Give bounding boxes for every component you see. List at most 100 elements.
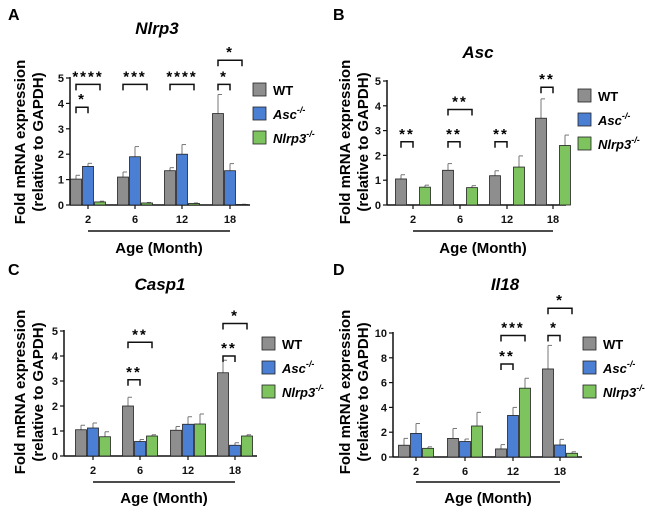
legend-superscript: -/-	[627, 359, 636, 369]
bar-wt-12	[170, 429, 182, 457]
significance-label: *	[231, 308, 239, 325]
x-tick-label: 18	[229, 465, 241, 477]
significance-label: *	[78, 91, 86, 108]
x-tick-label: 18	[224, 214, 236, 226]
legend-label: WT	[273, 83, 293, 98]
legend-superscript: -/-	[315, 383, 324, 393]
bar-nlrp3-2	[99, 436, 111, 457]
y-tick-label: 8	[381, 353, 387, 365]
legend-name: Nlrp3	[273, 131, 307, 146]
bar-nlrp3-18	[241, 435, 253, 457]
bar-nlrp3-6	[471, 425, 483, 458]
y-tick-label: 1	[52, 426, 58, 438]
bar-asc-6	[459, 441, 471, 458]
legend-superscript: -/-	[297, 105, 306, 115]
significance-bracket	[547, 334, 561, 342]
significance-label: ***	[123, 68, 147, 85]
bar-asc-2	[82, 165, 94, 206]
legend-superscript: -/-	[636, 383, 645, 393]
significance-bracket	[75, 83, 101, 91]
legend-name: Nlrp3	[282, 385, 316, 400]
y-tick-label: 2	[58, 149, 64, 161]
panel-d: D Il18 Fold mRNA expression (relative to GA…	[333, 262, 645, 507]
legend-name: Asc	[597, 113, 623, 128]
legend-swatch	[582, 336, 597, 351]
significance-bracket	[447, 108, 473, 116]
legend-swatch	[577, 112, 592, 127]
legend-swatch	[577, 136, 592, 151]
bar-asc-2	[87, 427, 99, 457]
bar-asc-2	[410, 433, 422, 458]
y-axis-label: (relative to GAPDH)	[355, 72, 372, 211]
significance-bracket	[169, 83, 195, 91]
significance-label: **	[539, 71, 555, 88]
legend-swatch	[261, 384, 276, 399]
bar-nlrp3-12	[188, 203, 200, 206]
bar-wt-6	[117, 176, 129, 206]
panel-c: C Casp1 Fold mRNA expression (relative to G…	[8, 262, 324, 507]
bar-asc-12	[176, 153, 188, 206]
legend-swatch	[261, 360, 276, 375]
significance-bracket	[540, 86, 554, 94]
legend-swatch	[582, 360, 597, 375]
significance-bracket	[217, 59, 243, 67]
chart-title: Casp1	[134, 275, 185, 294]
bar-wt-2	[398, 444, 410, 458]
bar-asc-6	[134, 441, 146, 457]
chart-title: Il18	[491, 275, 520, 294]
significance-bracket	[500, 334, 526, 342]
legend-item-wt: WT	[261, 336, 302, 352]
panel-b: B Asc Fold mRNA expression (relative to GAP…	[333, 7, 640, 257]
legend-label: Nlrp3-/-	[273, 129, 315, 146]
chart-title: Nlrp3	[135, 19, 179, 38]
bar-asc-18	[554, 444, 566, 458]
legend-item-nlrp3: Nlrp3-/-	[577, 135, 640, 152]
significance-label: **	[399, 126, 415, 143]
bar-nlrp3-18	[559, 145, 571, 206]
y-tick-label: 1	[58, 175, 64, 187]
bar-wt-6	[442, 169, 454, 206]
y-tick-label: 5	[58, 73, 64, 85]
chart-title: Asc	[461, 43, 494, 62]
legend-swatch	[577, 88, 592, 103]
significance-label: *	[556, 292, 564, 309]
bar-nlrp3-2	[94, 201, 106, 206]
bar-wt-2	[395, 178, 407, 206]
y-tick-label: 0	[381, 452, 387, 464]
x-tick-label: 12	[182, 465, 194, 477]
legend-name: WT	[273, 83, 293, 98]
legend-label: Nlrp3-/-	[282, 383, 324, 400]
legend-swatch	[261, 336, 276, 351]
y-tick-label: 4	[375, 101, 382, 113]
significance-label: *	[226, 44, 234, 61]
significance-label: ****	[72, 68, 103, 85]
bar-asc-18	[229, 444, 241, 457]
legend-item-asc: Asc-/-	[252, 105, 306, 122]
significance-bracket	[222, 322, 248, 330]
legend-item-nlrp3: Nlrp3-/-	[252, 129, 315, 146]
bar-wt-12	[495, 448, 507, 458]
bar-wt-6	[447, 437, 459, 458]
y-tick-label: 3	[52, 376, 58, 388]
significance-bracket	[222, 355, 236, 362]
y-axis-label: (relative to GAPDH)	[30, 322, 47, 461]
y-tick-label: 4	[381, 402, 388, 414]
x-tick-label: 6	[457, 214, 463, 226]
bar-nlrp3-12	[513, 166, 525, 206]
y-axis-label: Fold mRNA expression	[12, 60, 29, 224]
x-tick-label: 6	[462, 466, 468, 478]
panel-label: A	[8, 7, 20, 24]
significance-label: **	[499, 348, 515, 365]
x-tick-label: 2	[413, 466, 419, 478]
significance-bracket	[127, 341, 153, 349]
legend-superscript: -/-	[306, 359, 315, 369]
x-tick-label: 12	[501, 214, 513, 226]
legend-name: WT	[603, 337, 623, 352]
y-tick-label: 0	[58, 200, 64, 212]
legend-item-nlrp3: Nlrp3-/-	[582, 383, 645, 400]
x-tick-label: 12	[507, 466, 519, 478]
bar-wt-12	[164, 170, 176, 206]
legend-label: WT	[282, 337, 302, 352]
significance-bracket	[400, 141, 414, 148]
bar-nlrp3-18	[566, 452, 578, 458]
